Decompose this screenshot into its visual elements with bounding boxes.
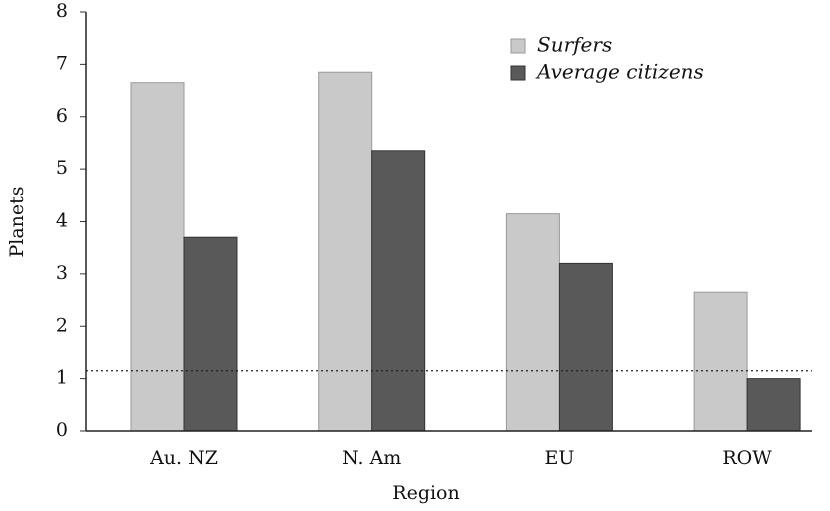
y-tick-label: 8: [56, 0, 68, 22]
y-tick-label: 2: [56, 314, 68, 336]
x-tick-label: ROW: [722, 447, 772, 469]
legend-text: Average citizens: [535, 60, 704, 84]
y-tick-label: 5: [56, 157, 68, 179]
bar: [693, 291, 748, 432]
legend-text: Surfers: [537, 33, 612, 57]
legend-swatch: [510, 38, 526, 54]
bar: [505, 213, 560, 432]
x-tick-label: EU: [544, 447, 574, 469]
bar: [183, 236, 238, 432]
bar: [130, 82, 185, 432]
y-tick-label: 3: [56, 262, 68, 284]
x-tick-label: Au. NZ: [149, 447, 218, 469]
x-axis-label: Region: [392, 482, 459, 504]
legend-swatch: [510, 65, 526, 81]
bar: [318, 71, 373, 432]
y-tick-label: 1: [56, 367, 68, 389]
y-tick-label: 6: [56, 105, 68, 127]
x-tick-label: N. Am: [342, 447, 401, 469]
bar: [371, 150, 426, 432]
y-tick-label: 4: [56, 210, 68, 232]
y-tick-label: 0: [56, 419, 68, 441]
bar: [558, 262, 613, 432]
y-axis-label: Planets: [6, 186, 28, 257]
bar: [746, 378, 801, 432]
y-tick-label: 7: [56, 52, 68, 74]
